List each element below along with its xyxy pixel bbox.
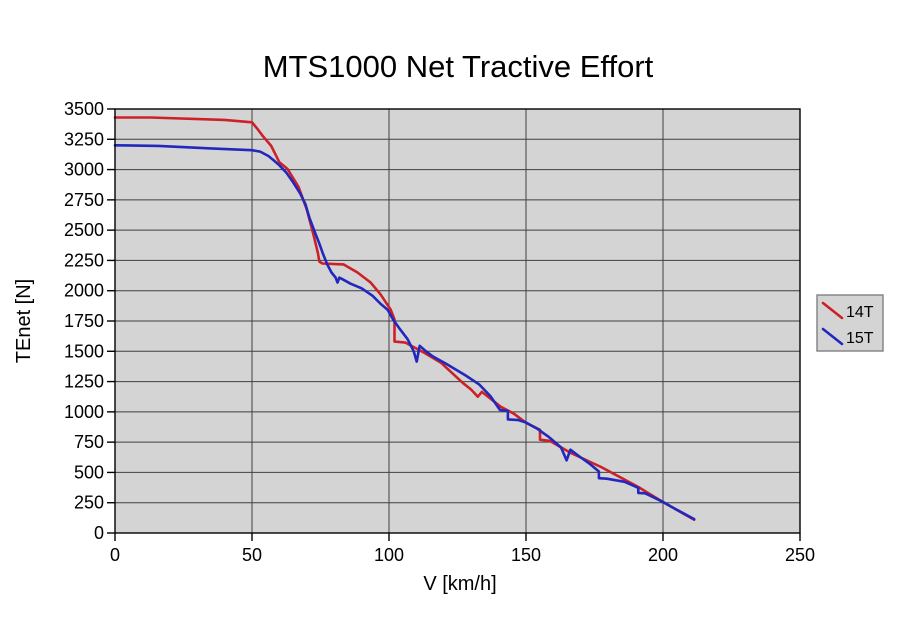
legend-entry-label: 14T: [846, 304, 874, 321]
x-tick-label: 250: [785, 545, 815, 565]
x-tick-label: 0: [110, 545, 120, 565]
y-tick-label: 1250: [64, 372, 104, 392]
legend: 14T 15T: [816, 294, 884, 352]
x-tick-label: 150: [511, 545, 541, 565]
series-line-15T: [113, 144, 696, 521]
x-tick-label: 100: [374, 545, 404, 565]
x-tick-label: 200: [648, 545, 678, 565]
series-line-14T: [113, 116, 696, 522]
y-tick-label: 500: [74, 462, 104, 482]
y-tick-label: 3250: [64, 129, 104, 149]
y-axis-label: TEnet [N]: [13, 279, 35, 363]
legend-entry-label: 15T: [846, 330, 874, 347]
series-group: [113, 116, 696, 522]
tick-labels: 0250500750100012501500175020002250250027…: [64, 99, 815, 565]
y-tick-label: 2250: [64, 250, 104, 270]
gridlines: [115, 109, 800, 533]
y-tick-label: 3000: [64, 160, 104, 180]
x-axis-label: V [km/h]: [423, 573, 496, 595]
legend-swatch-15T: [821, 327, 844, 346]
plot-border: [114, 108, 801, 534]
y-tick-label: 1750: [64, 311, 104, 331]
y-tick-label: 1500: [64, 341, 104, 361]
y-tick-label: 1000: [64, 402, 104, 422]
y-tick-label: 2500: [64, 220, 104, 240]
y-tick-label: 750: [74, 432, 104, 452]
y-tick-label: 2000: [64, 281, 104, 301]
y-tick-label: 3500: [64, 99, 104, 119]
legend-swatch-14T: [821, 301, 844, 320]
x-tick-label: 50: [242, 545, 262, 565]
chart-title: MTS1000 Net Tractive Effort: [263, 49, 654, 84]
y-tick-label: 250: [74, 493, 104, 513]
y-tick-label: 0: [94, 523, 104, 543]
legend-box: [816, 294, 884, 352]
y-tick-label: 2750: [64, 190, 104, 210]
tick-marks: [107, 108, 801, 541]
